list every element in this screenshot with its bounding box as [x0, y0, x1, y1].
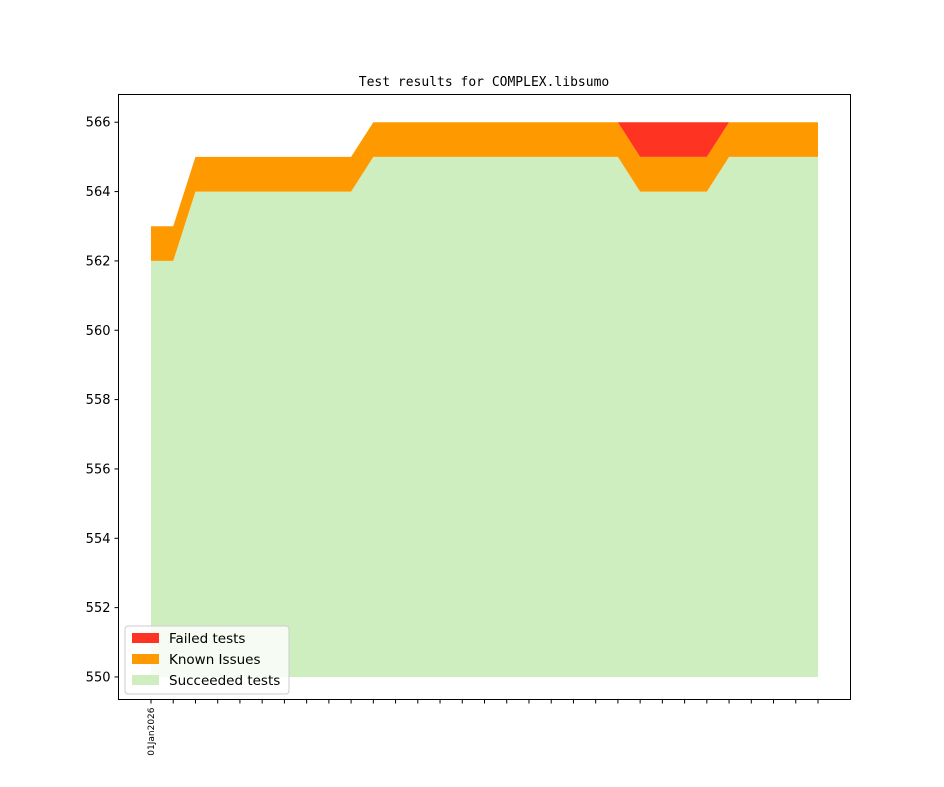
- area-succeeded-tests: [151, 156, 818, 677]
- y-tick-label: 564: [86, 185, 111, 200]
- y-tick-label: 558: [86, 393, 111, 408]
- legend-swatch: [132, 675, 159, 685]
- legend-label: Succeeded tests: [169, 673, 280, 689]
- y-tick-label: 560: [86, 324, 111, 339]
- legend-swatch: [132, 654, 159, 664]
- legend-box: [124, 625, 290, 695]
- legend-label: Known Issues: [169, 652, 261, 668]
- plot-areas: [151, 122, 818, 677]
- legend-swatch: [132, 633, 159, 643]
- legend-label: Failed tests: [169, 631, 245, 647]
- y-axis: 550 552 554 556 558 560 562 564 566: [86, 116, 119, 685]
- legend: Failed tests Known Issues Succeeded tests: [124, 625, 290, 695]
- y-tick-label: 566: [86, 116, 111, 131]
- y-tick-label: 556: [86, 462, 111, 477]
- x-axis: 01Jan2026: [147, 699, 819, 756]
- area-failed-tests: [151, 122, 818, 227]
- y-tick-label: 554: [86, 532, 111, 547]
- y-tick-label: 550: [86, 670, 111, 685]
- y-tick-label: 552: [86, 601, 111, 616]
- x-tick-label: 01Jan2026: [147, 707, 157, 756]
- chart-title: Test results for COMPLEX.libsumo: [359, 75, 609, 90]
- y-tick-label: 562: [86, 254, 111, 269]
